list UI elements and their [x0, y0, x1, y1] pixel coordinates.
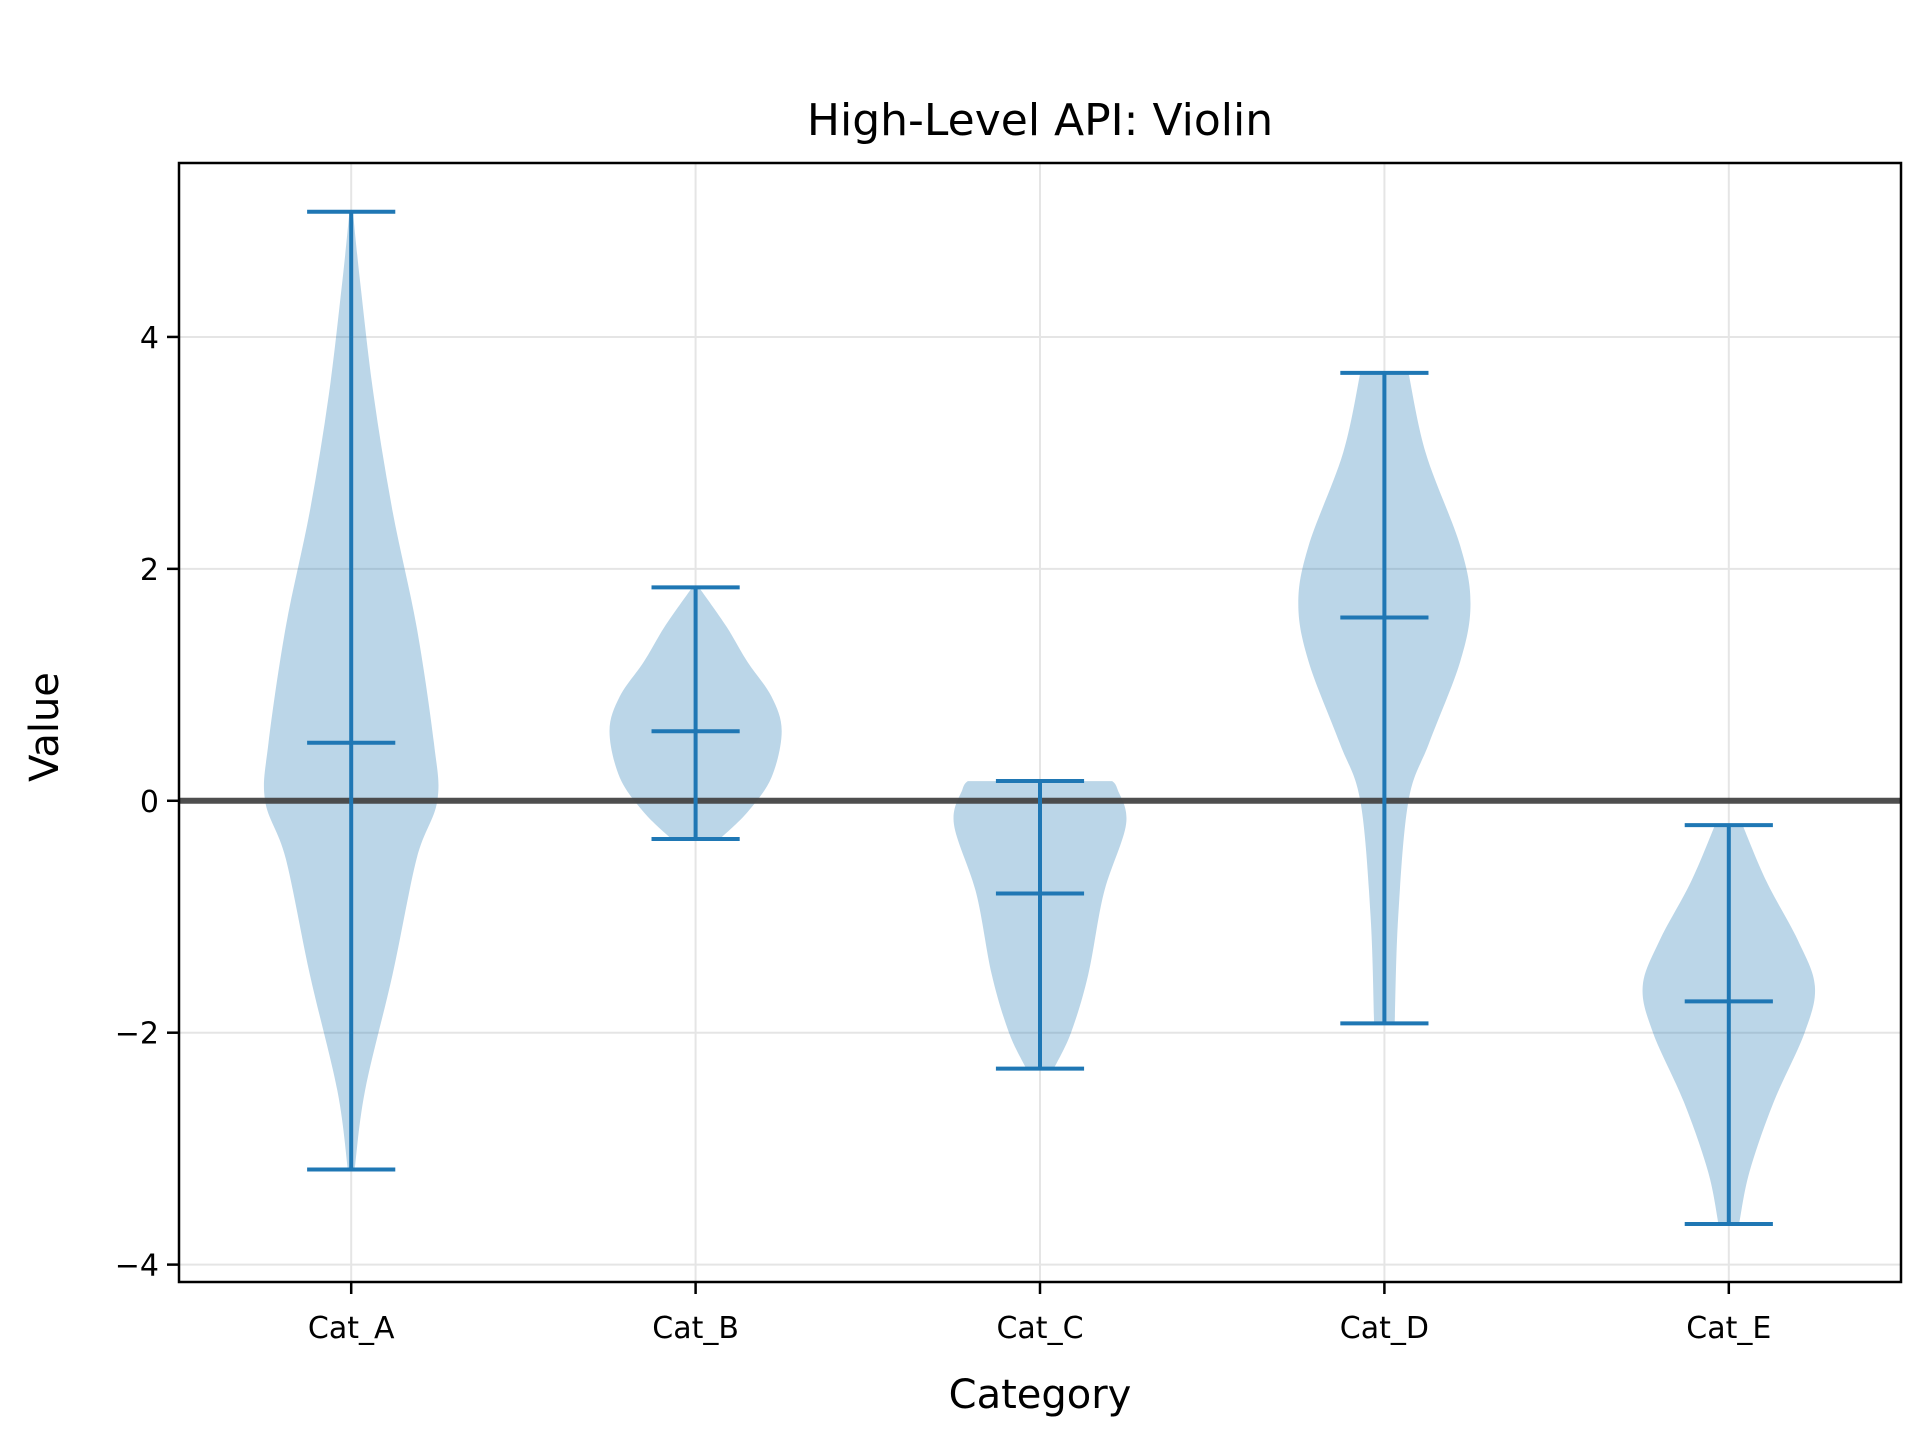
y-axis: −4 −2 0 2 4: [115, 321, 179, 1284]
chart-title: High-Level API: Violin: [807, 95, 1273, 146]
y-tick-label: 0: [140, 785, 159, 820]
y-tick-label: 4: [140, 321, 159, 356]
x-tick-label: Cat_C: [996, 1311, 1083, 1346]
x-tick-label: Cat_D: [1340, 1311, 1429, 1346]
x-tick-label: Cat_A: [308, 1311, 395, 1346]
y-tick-label: −4: [115, 1249, 159, 1284]
x-axis: Cat_A Cat_B Cat_C Cat_D Cat_E: [308, 1282, 1771, 1346]
x-tick-label: Cat_E: [1686, 1311, 1771, 1346]
violin-stat-lines: [307, 209, 1773, 1227]
x-tick-label: Cat_B: [652, 1311, 739, 1346]
y-tick-label: −2: [115, 1017, 159, 1052]
y-tick-label: 2: [140, 553, 159, 588]
y-axis-label: Value: [22, 672, 68, 782]
x-axis-label: Category: [949, 1372, 1132, 1418]
